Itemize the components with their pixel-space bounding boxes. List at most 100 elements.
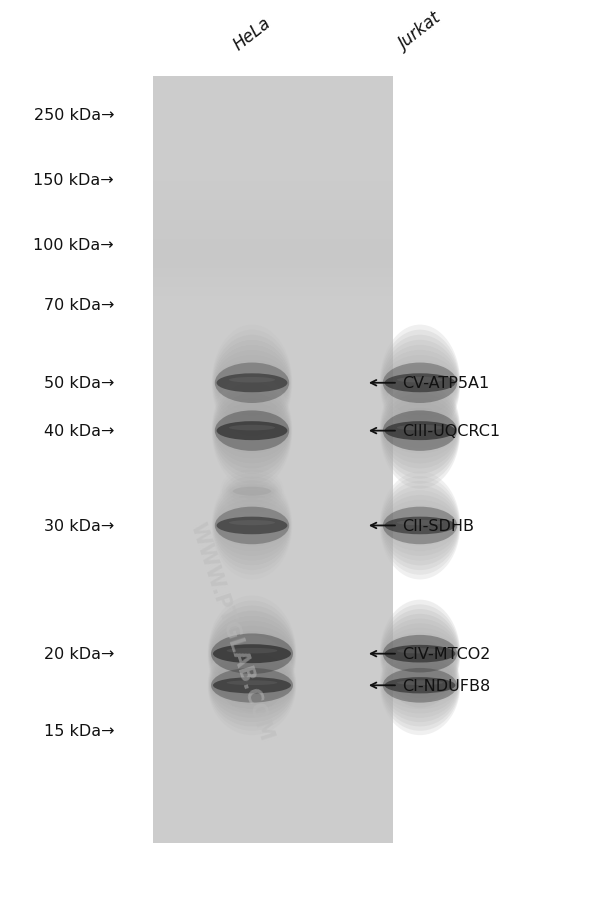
- Ellipse shape: [382, 614, 458, 694]
- Ellipse shape: [385, 517, 455, 535]
- Ellipse shape: [397, 649, 443, 654]
- Ellipse shape: [383, 635, 457, 673]
- Ellipse shape: [214, 340, 290, 427]
- Ellipse shape: [217, 517, 287, 535]
- Ellipse shape: [215, 364, 289, 403]
- Ellipse shape: [383, 628, 457, 680]
- Ellipse shape: [383, 409, 457, 454]
- Ellipse shape: [217, 421, 287, 440]
- Ellipse shape: [381, 482, 459, 570]
- Ellipse shape: [229, 520, 275, 526]
- Ellipse shape: [215, 500, 289, 552]
- Ellipse shape: [227, 680, 277, 686]
- Ellipse shape: [380, 636, 460, 735]
- Ellipse shape: [380, 640, 460, 731]
- Text: CIII-UQCRC1: CIII-UQCRC1: [403, 424, 501, 438]
- Ellipse shape: [382, 399, 458, 464]
- Ellipse shape: [385, 421, 455, 440]
- Ellipse shape: [383, 507, 457, 545]
- Ellipse shape: [382, 658, 458, 713]
- Bar: [153, 211, 393, 249]
- Text: CIV-MTCO2: CIV-MTCO2: [403, 647, 491, 661]
- Ellipse shape: [215, 411, 289, 451]
- Ellipse shape: [380, 326, 460, 441]
- Ellipse shape: [381, 383, 459, 479]
- Ellipse shape: [382, 495, 458, 557]
- Ellipse shape: [382, 623, 458, 685]
- Ellipse shape: [215, 409, 289, 454]
- Bar: [153, 182, 393, 220]
- Text: CV-ATP5A1: CV-ATP5A1: [403, 376, 490, 391]
- Ellipse shape: [383, 355, 457, 411]
- Text: WWW.PTGLAB.COM: WWW.PTGLAB.COM: [186, 520, 276, 743]
- Ellipse shape: [380, 476, 460, 575]
- Ellipse shape: [233, 487, 271, 496]
- Ellipse shape: [211, 634, 293, 674]
- Bar: [153, 172, 393, 211]
- Ellipse shape: [380, 378, 460, 484]
- Bar: [153, 124, 393, 163]
- Ellipse shape: [381, 644, 459, 727]
- Ellipse shape: [383, 411, 457, 451]
- Ellipse shape: [380, 604, 460, 704]
- Text: CI-NDUFB8: CI-NDUFB8: [403, 678, 491, 693]
- Ellipse shape: [211, 668, 293, 703]
- Ellipse shape: [382, 486, 458, 566]
- Ellipse shape: [214, 491, 290, 561]
- Bar: [153, 106, 393, 143]
- Ellipse shape: [215, 507, 289, 545]
- Ellipse shape: [383, 361, 457, 406]
- Ellipse shape: [383, 403, 457, 459]
- Ellipse shape: [211, 626, 293, 682]
- Ellipse shape: [385, 677, 455, 694]
- Ellipse shape: [209, 606, 295, 702]
- Ellipse shape: [213, 644, 291, 663]
- Bar: [153, 153, 393, 192]
- Ellipse shape: [215, 403, 289, 459]
- Text: 150 kDa→: 150 kDa→: [34, 173, 114, 188]
- Ellipse shape: [214, 388, 290, 474]
- Ellipse shape: [214, 495, 290, 557]
- Ellipse shape: [397, 426, 443, 431]
- Ellipse shape: [380, 373, 460, 489]
- Bar: [153, 259, 393, 297]
- Bar: [153, 191, 393, 230]
- Bar: [153, 220, 393, 259]
- Text: Jurkat: Jurkat: [395, 10, 445, 54]
- Ellipse shape: [382, 491, 458, 561]
- Ellipse shape: [227, 481, 277, 502]
- Ellipse shape: [209, 644, 295, 727]
- Ellipse shape: [213, 677, 291, 694]
- Ellipse shape: [383, 364, 457, 403]
- Ellipse shape: [208, 640, 296, 731]
- Ellipse shape: [382, 340, 458, 427]
- Ellipse shape: [212, 631, 292, 676]
- Ellipse shape: [385, 645, 455, 663]
- Ellipse shape: [380, 472, 460, 580]
- Ellipse shape: [210, 616, 294, 692]
- Bar: [153, 201, 393, 240]
- Text: 50 kDa→: 50 kDa→: [44, 376, 114, 391]
- Ellipse shape: [208, 596, 296, 712]
- Ellipse shape: [381, 610, 459, 698]
- Ellipse shape: [212, 326, 292, 441]
- Ellipse shape: [213, 383, 291, 479]
- Ellipse shape: [214, 345, 290, 421]
- Ellipse shape: [380, 600, 460, 708]
- Ellipse shape: [214, 393, 290, 469]
- Ellipse shape: [211, 621, 293, 686]
- Ellipse shape: [208, 636, 296, 735]
- Ellipse shape: [209, 611, 295, 697]
- Ellipse shape: [383, 505, 457, 547]
- Bar: [153, 77, 393, 843]
- Text: 30 kDa→: 30 kDa→: [44, 519, 114, 533]
- Ellipse shape: [382, 393, 458, 469]
- Ellipse shape: [381, 336, 459, 431]
- Ellipse shape: [383, 633, 457, 675]
- Ellipse shape: [214, 486, 290, 566]
- Text: 70 kDa→: 70 kDa→: [44, 298, 114, 312]
- Bar: [153, 230, 393, 269]
- Text: 15 kDa→: 15 kDa→: [44, 723, 114, 738]
- Ellipse shape: [208, 601, 296, 707]
- Ellipse shape: [382, 345, 458, 421]
